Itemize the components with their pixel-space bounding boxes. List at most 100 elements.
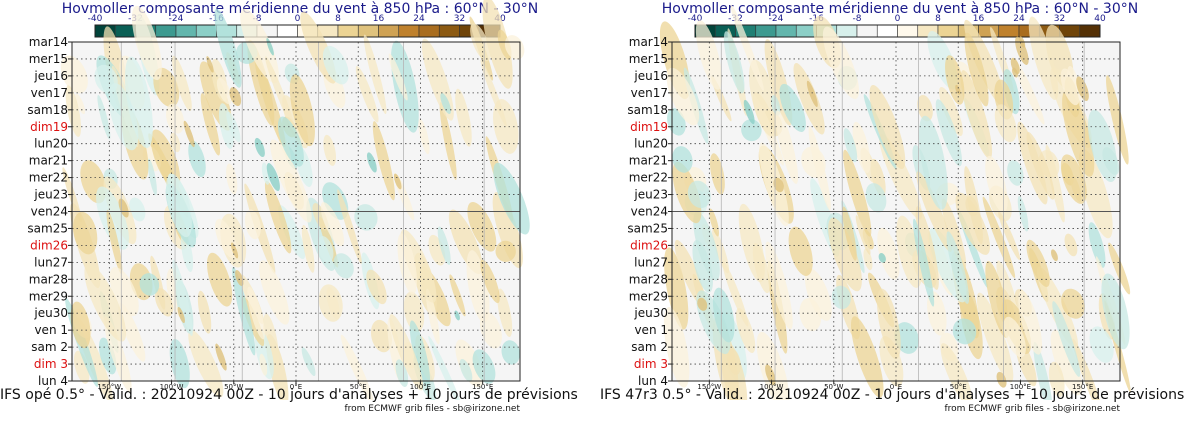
longitude-label: 0°E — [290, 383, 302, 391]
positive-wind-patch — [439, 102, 457, 180]
colorbar-swatch — [1079, 24, 1101, 38]
positive-wind-patch — [674, 239, 706, 307]
negative-wind-patch — [1007, 160, 1024, 186]
date-label: ven24 — [31, 205, 68, 219]
positive-wind-patch — [1026, 131, 1055, 200]
date-label: sam25 — [627, 221, 668, 235]
wind-core-patch — [230, 242, 239, 259]
positive-wind-patch — [366, 269, 387, 305]
date-label: ven17 — [31, 86, 68, 100]
negative-wind-patch — [97, 94, 111, 140]
colorbar-swatch — [998, 24, 1020, 38]
chart-footer: IFS opé 0.5° - Valid. : 20210924 00Z - 1… — [0, 387, 578, 403]
positive-wind-patch — [109, 267, 139, 317]
wind-core-patch — [765, 364, 776, 386]
positive-wind-patch — [318, 284, 343, 322]
date-label: mar14 — [629, 35, 668, 49]
positive-wind-patch — [466, 250, 490, 323]
positive-wind-patch — [793, 63, 825, 135]
positive-wind-patch — [247, 286, 265, 340]
longitude-label: 100°E — [410, 383, 431, 391]
negative-wind-patch — [277, 116, 304, 167]
date-label: jeu30 — [33, 306, 68, 320]
date-label: ven17 — [631, 86, 668, 100]
colorbar-swatch — [276, 24, 298, 38]
positive-wind-patch — [493, 99, 519, 154]
positive-wind-patch — [131, 5, 162, 81]
positive-wind-patch — [850, 316, 884, 398]
date-label: ven24 — [631, 205, 668, 219]
negative-wind-patch — [712, 287, 735, 343]
positive-wind-patch — [106, 209, 123, 275]
positive-wind-patch — [994, 104, 1017, 143]
colorbar-swatch — [398, 24, 420, 38]
positive-wind-patch — [340, 334, 375, 400]
wind-core-patch — [996, 371, 1007, 388]
negative-wind-patch — [692, 239, 713, 293]
date-label: lun 4 — [38, 374, 68, 388]
plot-frame — [671, 41, 1121, 382]
colorbar-tick-label: 24 — [1013, 14, 1025, 24]
date-label: dim19 — [630, 120, 668, 134]
colorbar-swatch — [856, 24, 878, 38]
date-label: jeu23 — [633, 188, 668, 202]
positive-wind-patch — [940, 343, 973, 400]
date-label: dim26 — [30, 238, 68, 252]
positive-wind-patch — [982, 196, 1016, 279]
wind-core-patch — [393, 173, 402, 190]
longitude-label: 100°E — [1010, 383, 1031, 391]
negative-wind-patch — [952, 318, 977, 345]
longitude-label: 100°W — [160, 383, 184, 391]
data-source-credit: from ECMWF grib files - sb@irizone.net — [344, 404, 520, 414]
date-label: dim 3 — [34, 357, 68, 371]
colorbar-tick-label: 0 — [295, 14, 301, 24]
negative-wind-patch — [437, 226, 451, 265]
negative-wind-patch — [301, 347, 316, 377]
colorbar-tick-label: 40 — [1094, 14, 1106, 24]
positive-wind-patch — [1108, 242, 1131, 295]
wind-core-patch — [743, 99, 755, 125]
positive-wind-patch — [1072, 338, 1105, 400]
positive-wind-patch — [60, 55, 88, 94]
positive-wind-patch — [403, 291, 425, 333]
wind-core-patch — [229, 87, 242, 107]
positive-wind-patch — [735, 308, 756, 354]
date-label: dim26 — [630, 238, 668, 252]
negative-wind-patch — [125, 56, 153, 149]
positive-wind-patch — [264, 180, 292, 254]
positive-wind-patch — [216, 77, 232, 105]
wind-core-patch — [697, 297, 708, 311]
negative-wind-patch — [1088, 109, 1118, 183]
positive-wind-patch — [804, 268, 832, 321]
date-label: sam 2 — [31, 340, 68, 354]
positive-wind-patch — [960, 70, 993, 159]
date-label: mar21 — [629, 154, 668, 168]
positive-wind-patch — [879, 336, 904, 387]
wind-core-patch — [878, 252, 886, 263]
chart-title: Hovmoller composante méridienne du vent … — [61, 1, 539, 17]
positive-wind-patch — [497, 288, 513, 337]
date-label: sam25 — [27, 221, 68, 235]
positive-wind-patch — [259, 353, 268, 376]
colorbar-swatch — [755, 24, 777, 38]
negative-wind-patch — [501, 340, 520, 365]
negative-wind-patch — [459, 358, 473, 382]
date-label: mer22 — [29, 171, 68, 185]
wind-core-patch — [235, 270, 244, 287]
wind-field — [60, 0, 530, 400]
positive-wind-patch — [312, 203, 329, 231]
positive-wind-patch — [455, 339, 484, 388]
positive-wind-patch — [852, 121, 871, 174]
colorbar-tick-label: -8 — [853, 14, 862, 24]
date-label: mer22 — [629, 171, 668, 185]
date-label: mar28 — [629, 272, 668, 286]
positive-wind-patch — [1106, 75, 1129, 165]
wind-core-patch — [1012, 67, 1018, 78]
positive-wind-patch — [482, 0, 513, 89]
positive-wind-patch — [449, 274, 466, 317]
negative-wind-patch — [188, 140, 206, 178]
longitude-label: 50°W — [824, 383, 843, 391]
positive-wind-patch — [672, 161, 702, 224]
colorbar-tick-label: -40 — [688, 14, 703, 24]
negative-wind-patch — [226, 111, 241, 143]
